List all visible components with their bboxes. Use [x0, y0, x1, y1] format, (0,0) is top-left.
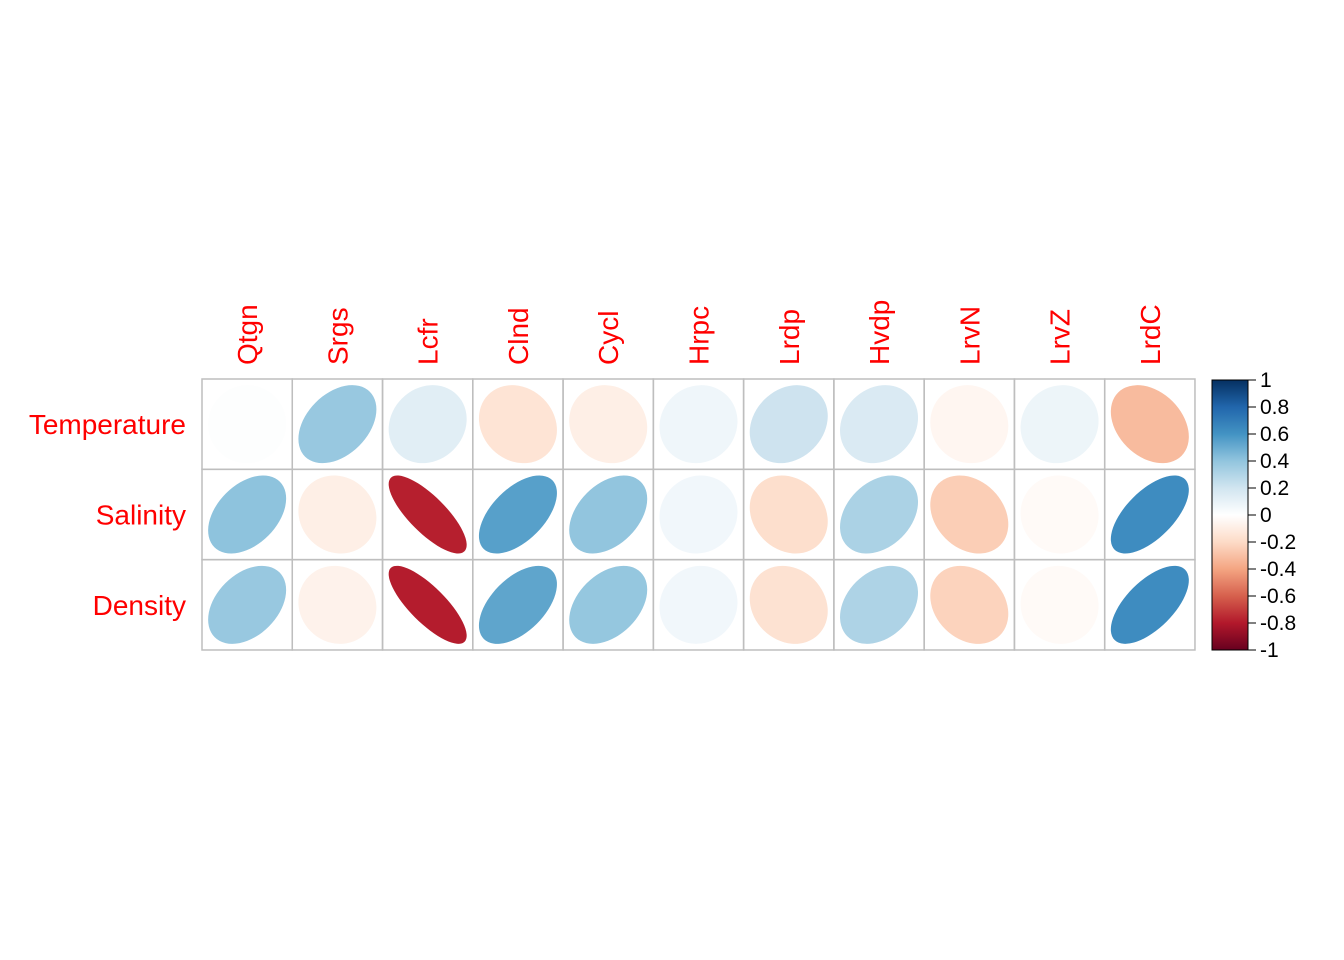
correlation-ellipse-temperature-lrvz: [1020, 385, 1099, 464]
colorbar-tick-label: -1: [1260, 639, 1279, 662]
correlation-ellipse-salinity-hvdp: [840, 475, 919, 554]
column-label: Hrpc: [683, 306, 714, 365]
correlation-ellipse-salinity-lrdp: [749, 475, 828, 554]
row-label: Temperature: [29, 409, 186, 440]
correlation-ellipse-temperature-hvdp: [840, 385, 919, 464]
correlation-ellipse-density-hrpc: [659, 565, 738, 644]
correlation-ellipse-density-lrvn: [930, 565, 1009, 644]
correlation-ellipse-salinity-cycl: [569, 475, 648, 554]
column-label: LrvZ: [1045, 309, 1076, 365]
correlation-ellipse-salinity-lrvn: [930, 475, 1009, 554]
correlation-ellipse-density-lrdc: [1110, 565, 1189, 644]
correlation-ellipse-salinity-qtgn: [208, 475, 287, 554]
column-label: Lcfr: [413, 318, 444, 365]
column-label: LrdC: [1135, 304, 1166, 365]
column-label: Cycl: [593, 311, 624, 365]
correlation-ellipse-salinity-lrvz: [1020, 475, 1099, 554]
correlation-ellipse-temperature-cycl: [569, 385, 648, 464]
colorbar-tick-label: 1: [1260, 369, 1272, 392]
correlation-ellipse-temperature-lrdp: [749, 385, 828, 464]
cell-grid: [201, 378, 1196, 651]
correlation-ellipse-temperature-qtgn: [208, 385, 287, 464]
colorbar-tick-label: 0.8: [1260, 396, 1289, 419]
column-labels: Qtgn Srgs Lcfr Clnd Cycl Hrpc Lrdp Hvdp LrvN LrvZ…: [232, 300, 1166, 365]
correlation-ellipse-temperature-lcfr: [388, 385, 467, 464]
correlation-ellipse-temperature-lrvn: [930, 385, 1009, 464]
colorbar-tick-label: -0.8: [1260, 612, 1296, 635]
row-label: Salinity: [96, 500, 186, 531]
row-label: Density: [93, 590, 186, 621]
correlation-ellipse-density-clnd: [478, 565, 557, 644]
correlation-ellipse-density-qtgn: [208, 565, 287, 644]
column-label: Lrdp: [774, 309, 805, 365]
colorbar-ticks: 1 0.8 0.6 0.4 0.2 0 -0.2 -0.4 -0.6 -0.8 -1: [1248, 369, 1297, 662]
colorbar-tick-label: -0.6: [1260, 585, 1296, 608]
correlation-ellipse-density-hvdp: [840, 565, 919, 644]
correlation-ellipse-temperature-hrpc: [659, 385, 738, 464]
colorbar-gradient: [1211, 379, 1249, 651]
correlation-ellipse-density-lrvz: [1020, 565, 1099, 644]
colorbar-tick-label: 0.4: [1260, 450, 1290, 473]
colorbar: 1 0.8 0.6 0.4 0.2 0 -0.2 -0.4 -0.6 -0.8 -1: [1211, 369, 1297, 662]
row-labels: Temperature Salinity Density: [29, 409, 186, 621]
correlation-ellipse-density-srgs: [298, 565, 377, 644]
correlation-ellipse-salinity-lcfr: [388, 475, 467, 554]
colorbar-tick-label: 0.6: [1260, 423, 1289, 446]
correlation-ellipse-salinity-clnd: [478, 475, 557, 554]
colorbar-tick-label: 0.2: [1260, 477, 1289, 500]
column-label: Clnd: [503, 307, 534, 365]
correlation-ellipse-salinity-srgs: [298, 475, 377, 554]
correlation-ellipse-temperature-clnd: [478, 385, 557, 464]
correlation-ellipse-temperature-srgs: [298, 385, 377, 464]
correlation-ellipse-salinity-hrpc: [659, 475, 738, 554]
colorbar-tick-label: -0.4: [1260, 558, 1297, 581]
correlation-ellipse-salinity-lrdc: [1110, 475, 1189, 554]
colorbar-tick-label: -0.2: [1260, 531, 1296, 554]
correlation-ellipse-temperature-lrdc: [1110, 385, 1189, 464]
column-label: LrvN: [954, 306, 985, 365]
column-label: Srgs: [322, 307, 353, 365]
correlation-ellipse-density-lrdp: [749, 565, 828, 644]
column-label: Qtgn: [232, 304, 263, 365]
column-label: Hvdp: [864, 300, 895, 365]
ellipse-layer: [208, 385, 1189, 644]
cell: [1103, 558, 1196, 651]
colorbar-tick-label: 0: [1260, 504, 1272, 527]
correlation-ellipse-density-cycl: [569, 565, 648, 644]
correlation-ellipse-density-lcfr: [388, 565, 467, 644]
